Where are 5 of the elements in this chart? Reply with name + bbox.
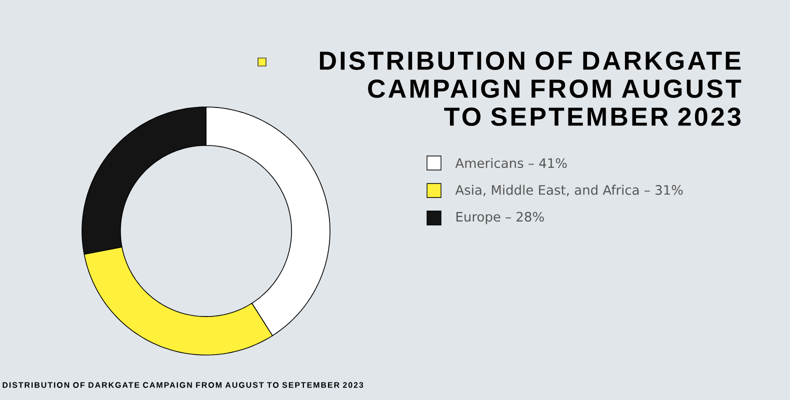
text: DISTRIBUTION OF DARKGATE CAMPAIGN FROM AUGUST TO SEPTEMBER 2023: [2, 382, 364, 388]
chart-title: DISTRIBUTION OF DARKGATE CAMPAIGN FROM AUGUST TO SEPTEMBER 2023: [320, 52, 742, 126]
legend-label: Asia, Middle East, and Africa – 31%: [455, 184, 683, 196]
legend-label: Americans – 41%: [455, 158, 567, 168]
legend-label: Europe – 28%: [456, 212, 544, 224]
